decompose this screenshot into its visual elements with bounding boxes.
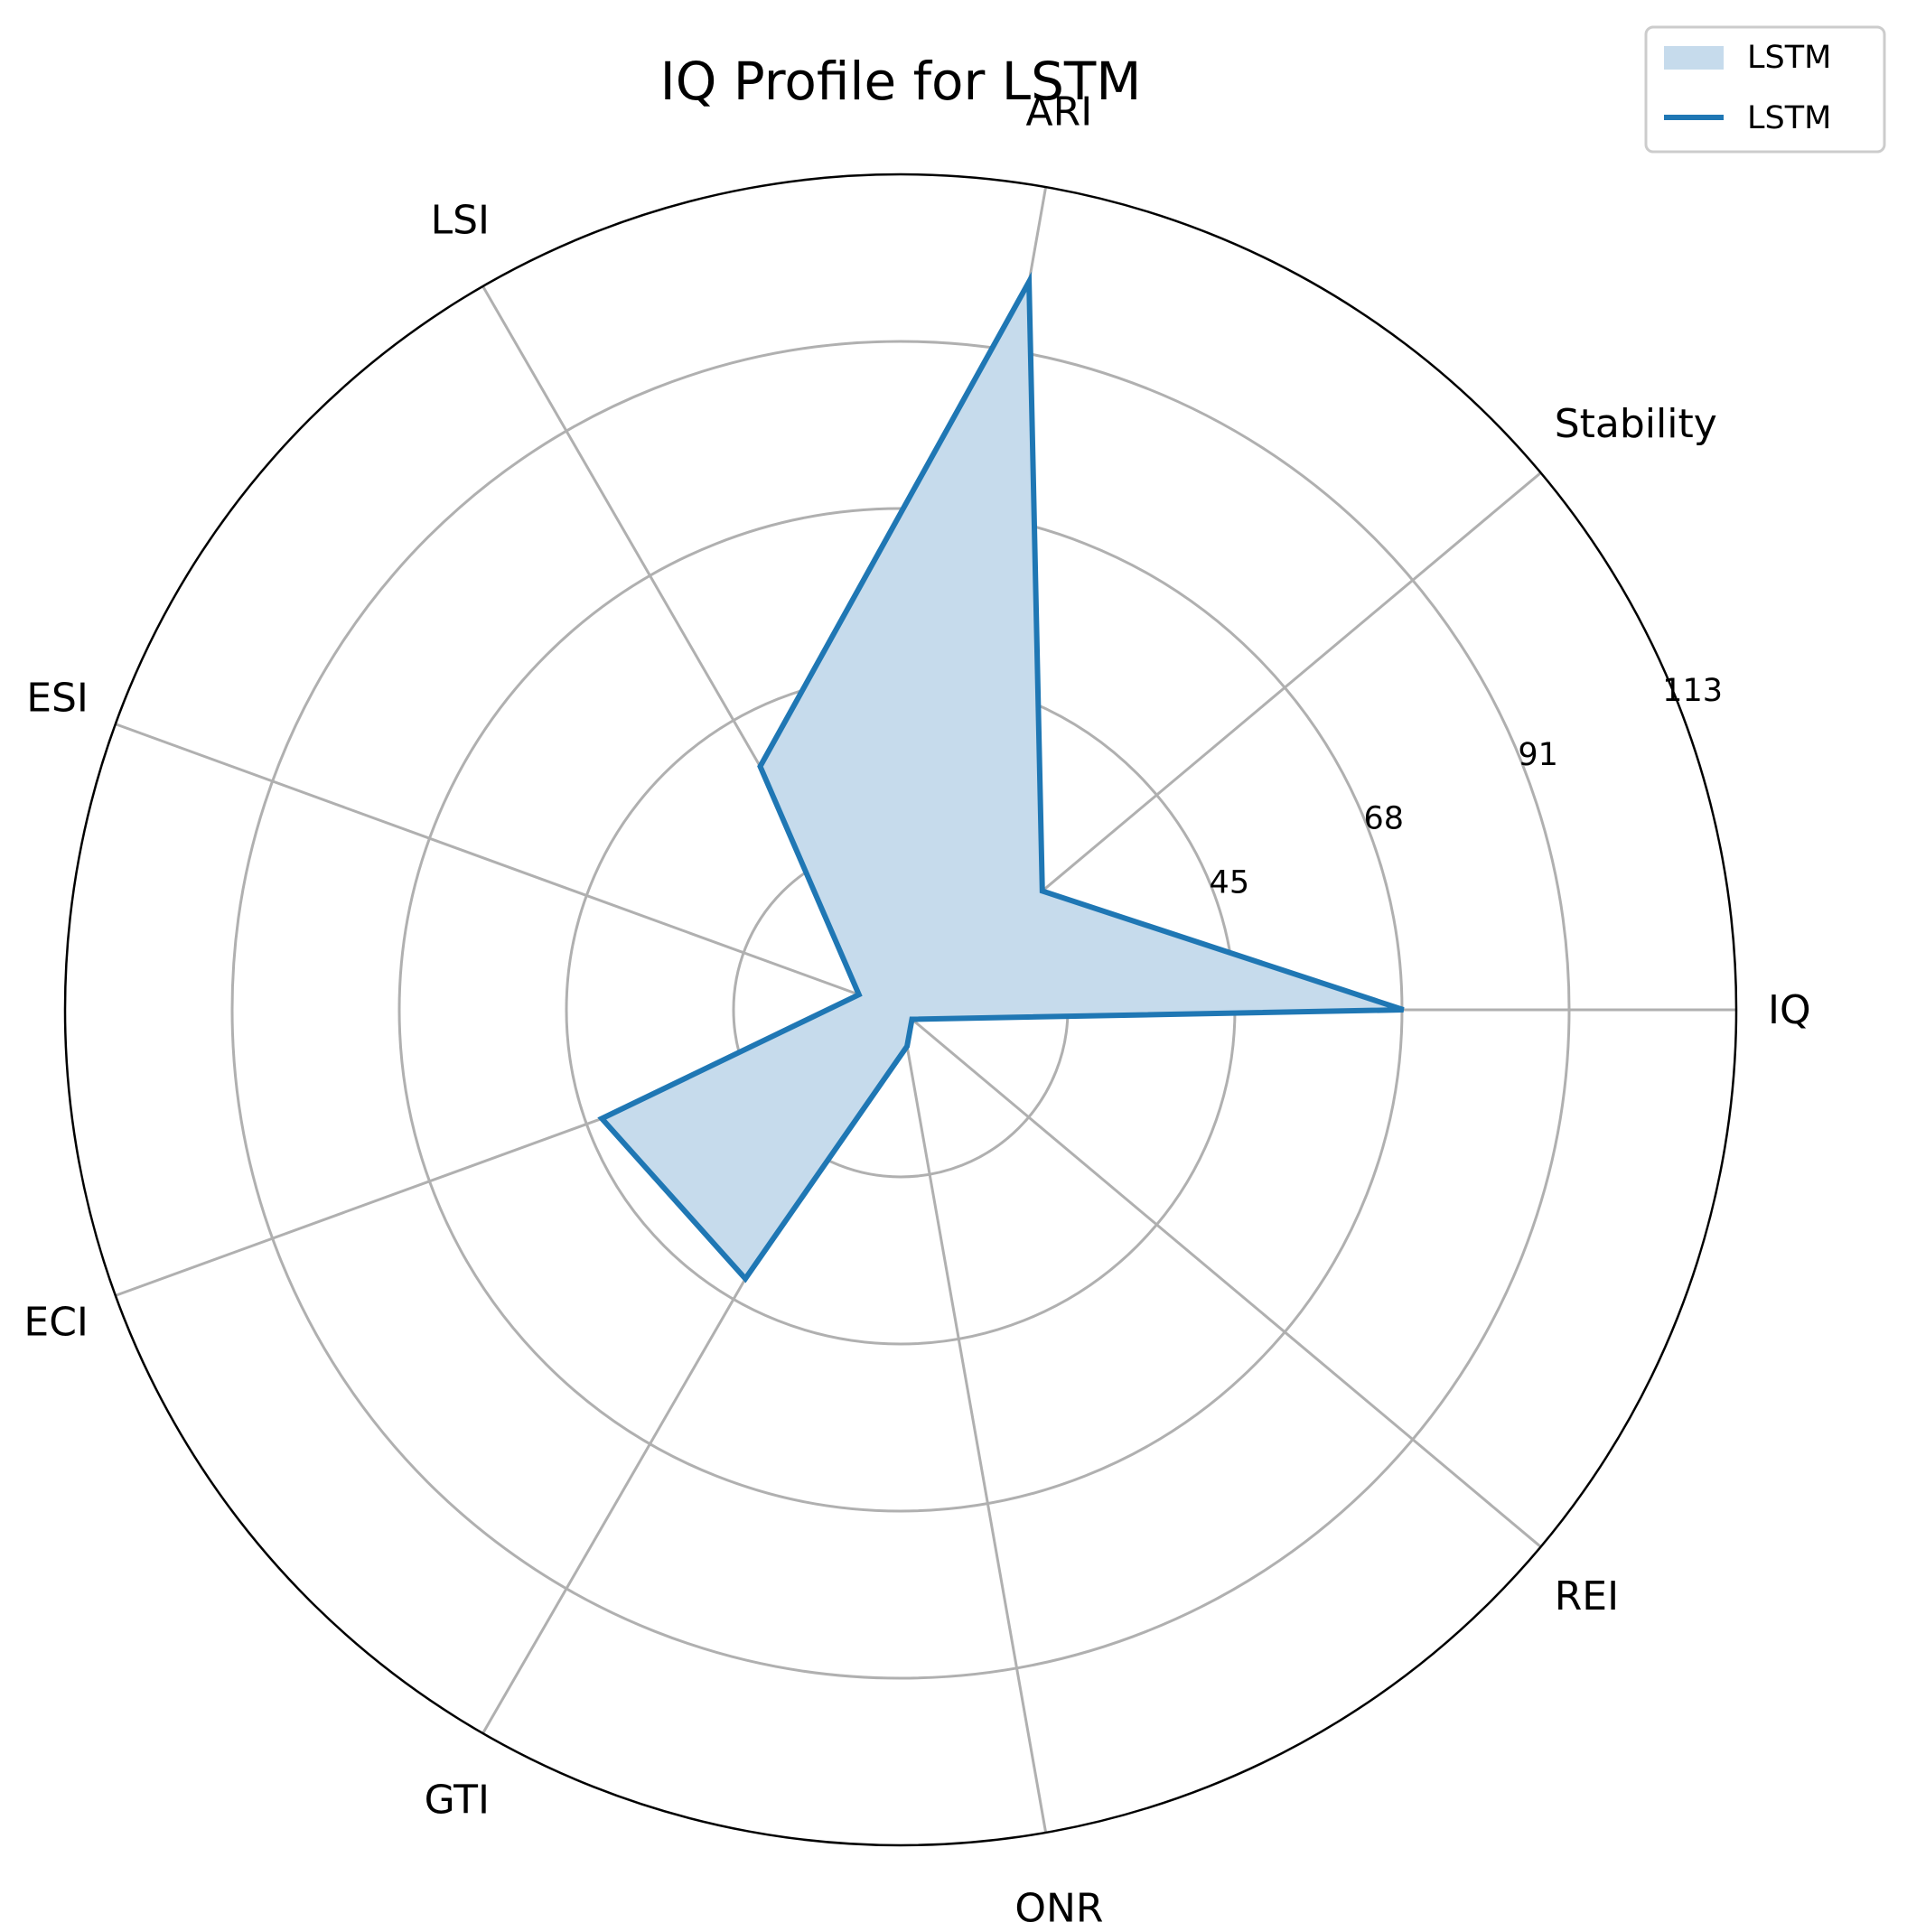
spoke-esi [115, 723, 902, 1012]
legend-fill-swatch [1664, 46, 1724, 70]
series-area-0 [602, 281, 1404, 1279]
axis-label-iq: IQ [1768, 987, 1811, 1033]
legend: LSTM LSTM [1644, 25, 1886, 154]
series-layer [597, 271, 1405, 1283]
radial-tick-45: 45 [1210, 864, 1250, 901]
axis-labels: IQ Stability ARI LSI ESI ECI GTI ONR REI [23, 89, 1810, 1931]
spoke-onr [899, 1009, 1048, 1834]
radial-tick-91: 91 [1518, 737, 1558, 773]
legend-fill-label: LSTM [1747, 40, 1831, 76]
axis-label-gti: GTI [425, 1778, 490, 1824]
series-line-0 [597, 271, 1405, 1283]
axis-label-rei: REI [1555, 1573, 1619, 1619]
chart-title: IQ Profile for LSTM [660, 51, 1142, 112]
axis-label-ari: ARI [1026, 89, 1093, 135]
axis-label-stability: Stability [1555, 401, 1717, 447]
axis-label-onr: ONR [1014, 1886, 1103, 1932]
spoke-rei [900, 1008, 1542, 1548]
radial-tick-113: 113 [1662, 673, 1723, 709]
axis-label-eci: ECI [23, 1299, 89, 1345]
outer-ring [63, 173, 1738, 1847]
legend-line-label: LSTM [1747, 100, 1831, 136]
axis-label-lsi: LSI [431, 197, 490, 243]
radial-tick-68: 68 [1363, 801, 1404, 837]
axis-label-esi: ESI [26, 676, 89, 722]
